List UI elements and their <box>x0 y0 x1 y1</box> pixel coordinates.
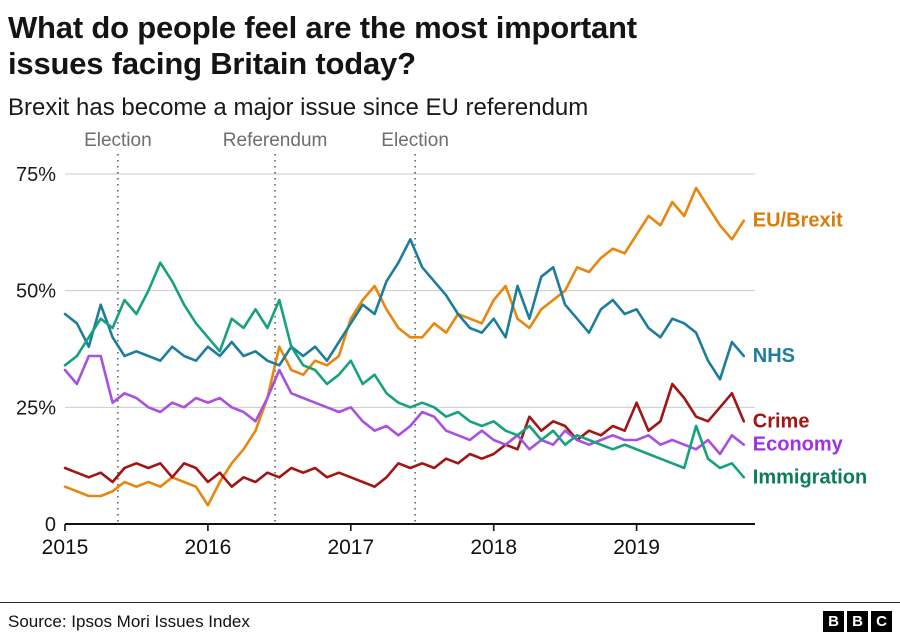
bbc-logo-block-1: B <box>823 611 844 632</box>
chart-footer: Source: Ipsos Mori Issues Index B B C <box>0 602 900 640</box>
title-line-1: What do people feel are the most importa… <box>8 10 637 45</box>
line-chart: 0 25% 50% 75% Election Referendum Election 2015… <box>16 130 867 559</box>
source-credit: Source: Ipsos Mori Issues Index <box>8 611 250 631</box>
event-label-0: Election <box>84 130 152 151</box>
series-label-economy: Economy <box>753 434 844 456</box>
x-tick-label-2017: 2017 <box>327 536 374 559</box>
series-line-immigration <box>63 261 746 479</box>
event-label-2: Election <box>381 130 449 151</box>
series-line-eu-brexit <box>63 186 746 507</box>
series-label-crime: Crime <box>753 410 810 432</box>
x-tick-label-2019: 2019 <box>613 536 660 559</box>
x-tick-label-2018: 2018 <box>470 536 517 559</box>
event-label-1: Referendum <box>223 130 328 151</box>
bbc-logo: B B C <box>823 611 892 632</box>
x-tick-label-2015: 2015 <box>42 536 89 559</box>
series-line-nhs <box>63 237 746 381</box>
chart-subtitle: Brexit has become a major issue since EU… <box>8 93 589 121</box>
series-line-economy <box>63 354 746 456</box>
series-line-crime <box>63 382 746 488</box>
y-tick-label-75: 75% <box>16 164 56 186</box>
y-tick-label-50: 50% <box>16 281 56 303</box>
bbc-logo-block-2: B <box>847 611 868 632</box>
title-line-2: issues facing Britain today? <box>8 45 416 81</box>
series-label-immigration: Immigration <box>753 466 867 488</box>
x-tick-label-2016: 2016 <box>185 536 232 559</box>
chart-header: What do people feel are the most importa… <box>0 0 900 122</box>
y-tick-label-25: 25% <box>16 397 56 419</box>
series-label-nhs: NHS <box>753 345 795 367</box>
series-label-eu-brexit: EU/Brexit <box>753 210 843 232</box>
page-title: What do people feel are the most importa… <box>8 10 890 82</box>
bbc-logo-block-3: C <box>871 611 892 632</box>
y-tick-label-0: 0 <box>45 514 56 536</box>
